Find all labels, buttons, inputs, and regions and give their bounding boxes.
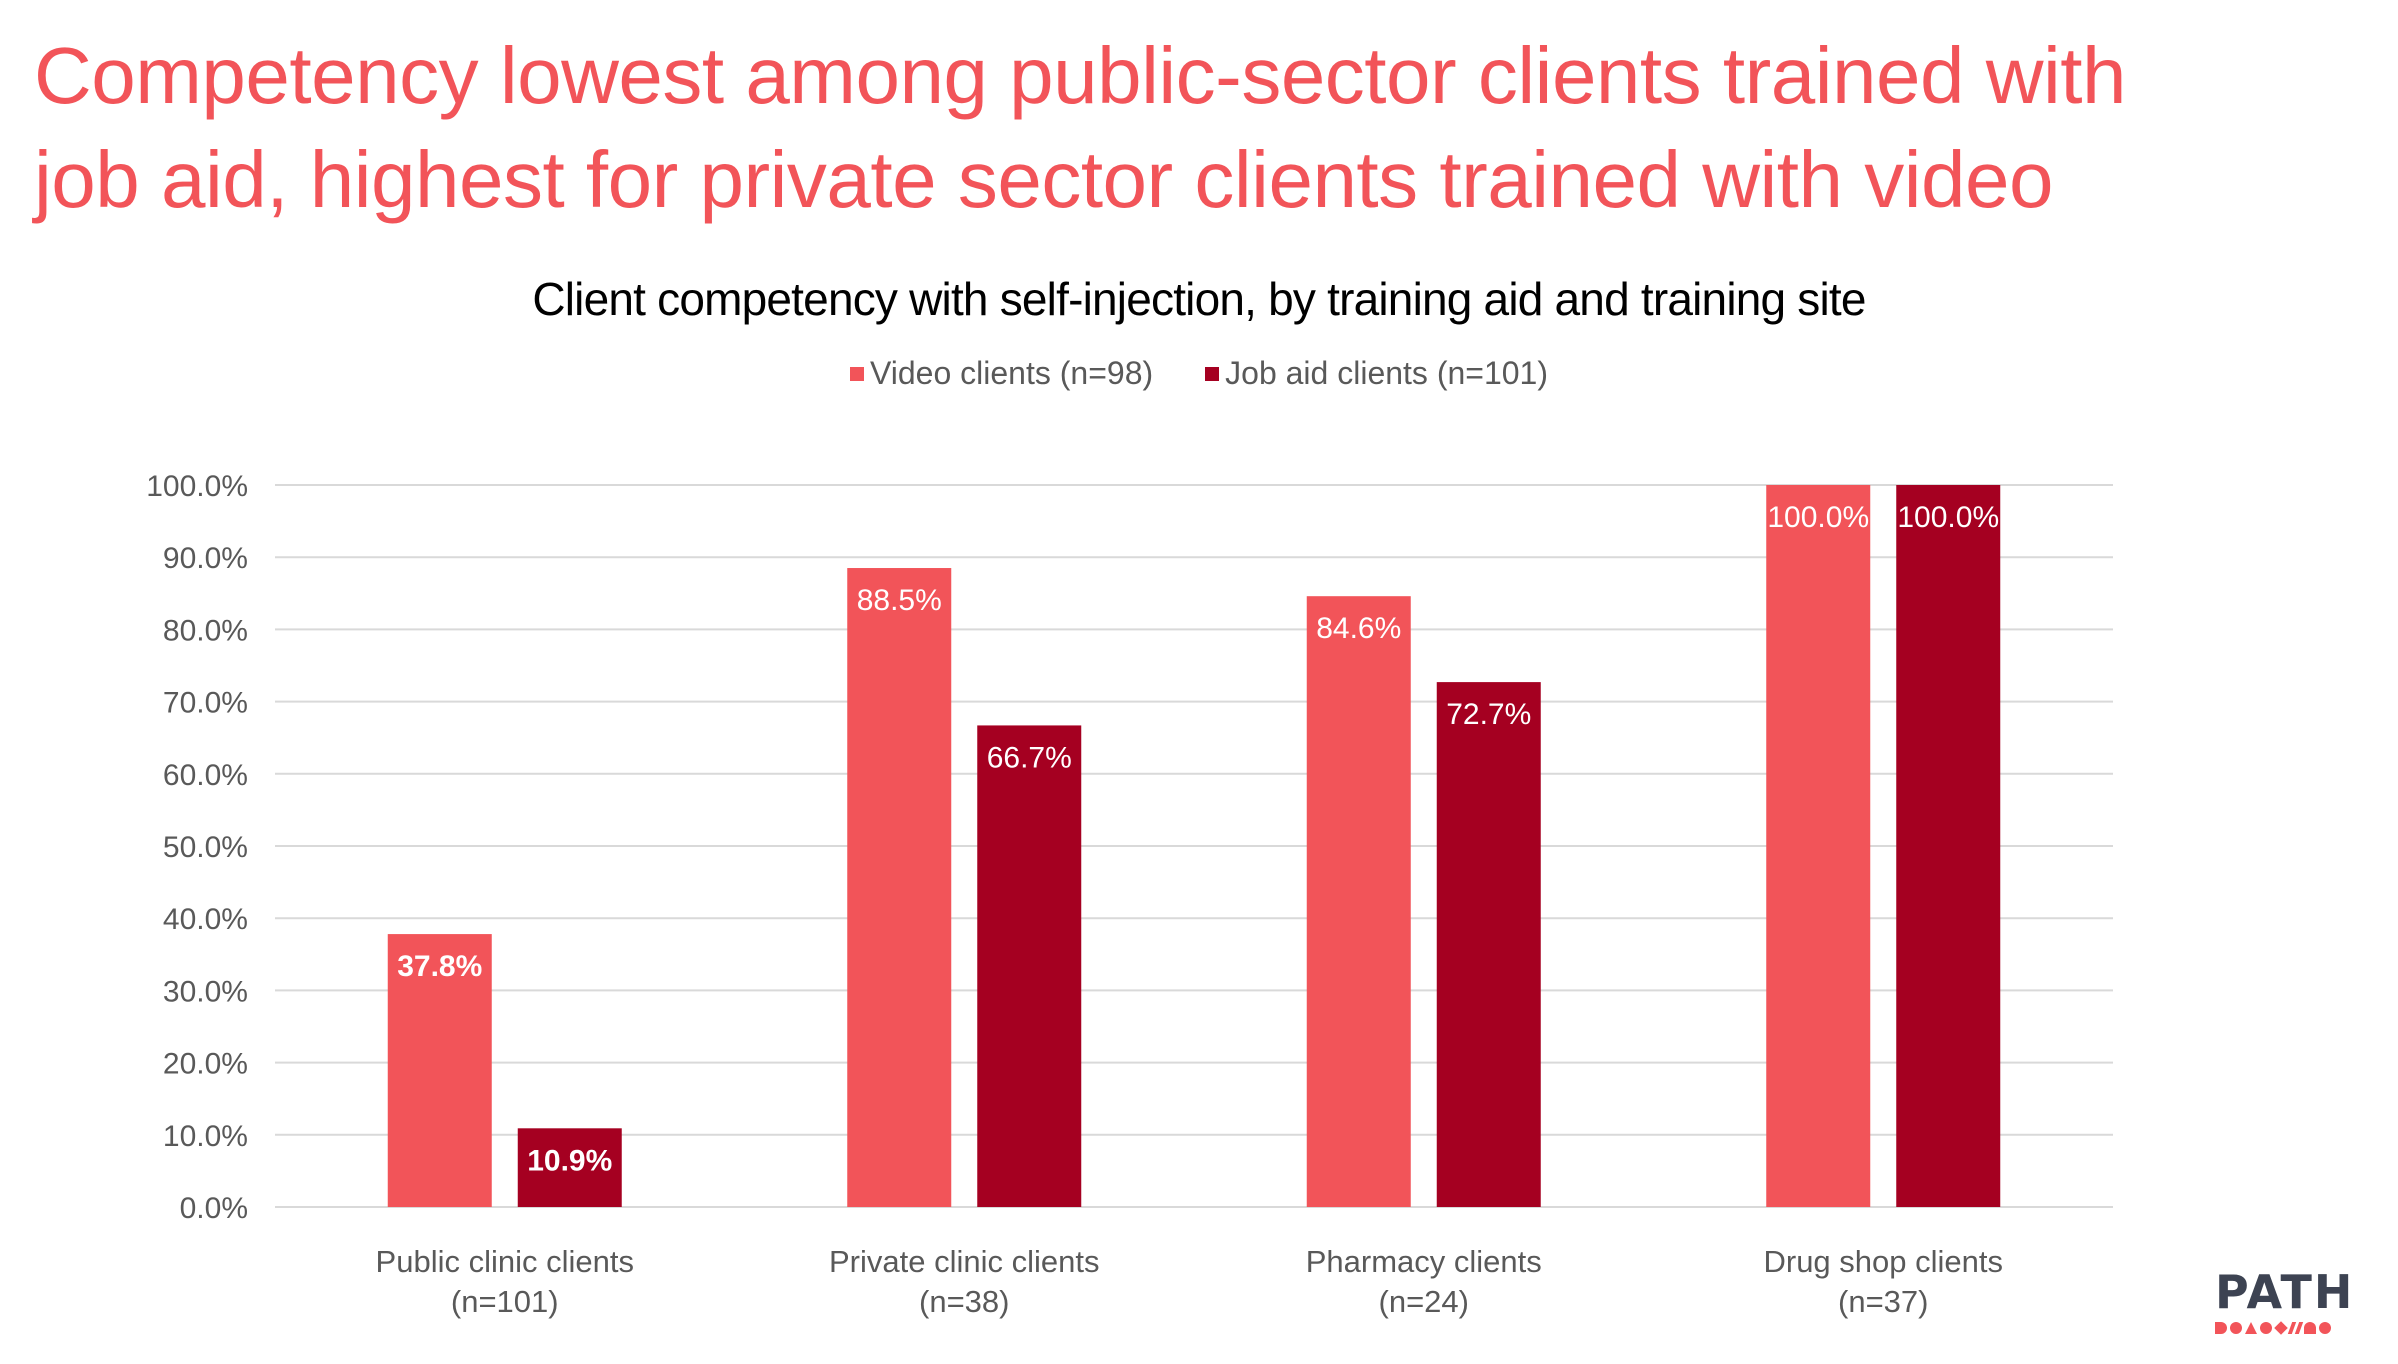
path-logo-symbols [2215,1321,2371,1335]
bar-job-aid [1436,682,1541,1207]
chart-legend: Video clients (n=98) Job aid clients (n=… [0,355,2398,392]
y-tick-label: 30.0% [163,975,248,1008]
chart-title: Client competency with self-injection, b… [532,273,1866,325]
bar-job-aid [517,1128,622,1207]
bar-video [1306,596,1411,1207]
data-label: 100.0% [1897,501,1999,534]
data-label: 10.9% [527,1144,612,1177]
bar-job-aid [977,725,1082,1207]
legend-label-job-aid: Job aid clients (n=101) [1225,355,1548,391]
legend-swatch-video [850,366,864,381]
y-tick-label: 10.0% [163,1120,248,1153]
y-tick-label: 70.0% [163,687,248,720]
y-tick-label: 90.0% [163,542,248,575]
y-tick-label: 0.0% [180,1192,248,1225]
x-tick-label: Pharmacy clients [1306,1244,1542,1279]
y-tick-label: 80.0% [163,614,248,647]
legend-label-video: Video clients (n=98) [870,355,1154,391]
data-label: 66.7% [987,741,1072,774]
x-tick-label: Public clinic clients [376,1244,634,1279]
path-logo: PATH [2215,1265,2371,1335]
bar-video [847,568,952,1207]
data-label: 84.6% [1316,612,1401,645]
bar-video [387,934,492,1207]
y-tick-label: 20.0% [163,1048,248,1081]
bar-video [1766,485,1871,1207]
legend-item-job-aid: Job aid clients (n=101) [1205,355,1548,392]
y-tick-label: 40.0% [163,903,248,936]
x-tick-label-n: (n=101) [451,1284,559,1319]
data-label: 72.7% [1446,698,1531,731]
y-tick-label: 100.0% [146,470,248,503]
data-label: 100.0% [1767,501,1869,534]
headline-line-2: job aid, highest for private sector clie… [34,135,2053,224]
x-tick-label-n: (n=24) [1379,1284,1469,1319]
headline: Competency lowest among public-sector cl… [34,24,2374,232]
data-label: 88.5% [857,584,942,617]
legend-swatch-job-aid [1205,366,1220,381]
x-tick-label: Private clinic clients [829,1244,1099,1279]
x-tick-label-n: (n=38) [919,1284,1009,1319]
x-tick-label: Drug shop clients [1763,1244,2003,1279]
bar-job-aid [1896,485,2001,1207]
path-logo-wordmark: PATH [2215,1265,2355,1319]
headline-line-1: Competency lowest among public-sector cl… [34,31,2126,120]
y-tick-label: 60.0% [163,759,248,792]
y-tick-label: 50.0% [163,831,248,864]
data-label: 37.8% [397,950,482,983]
x-tick-label-n: (n=37) [1838,1284,1928,1319]
legend-item-video: Video clients (n=98) [850,355,1153,392]
